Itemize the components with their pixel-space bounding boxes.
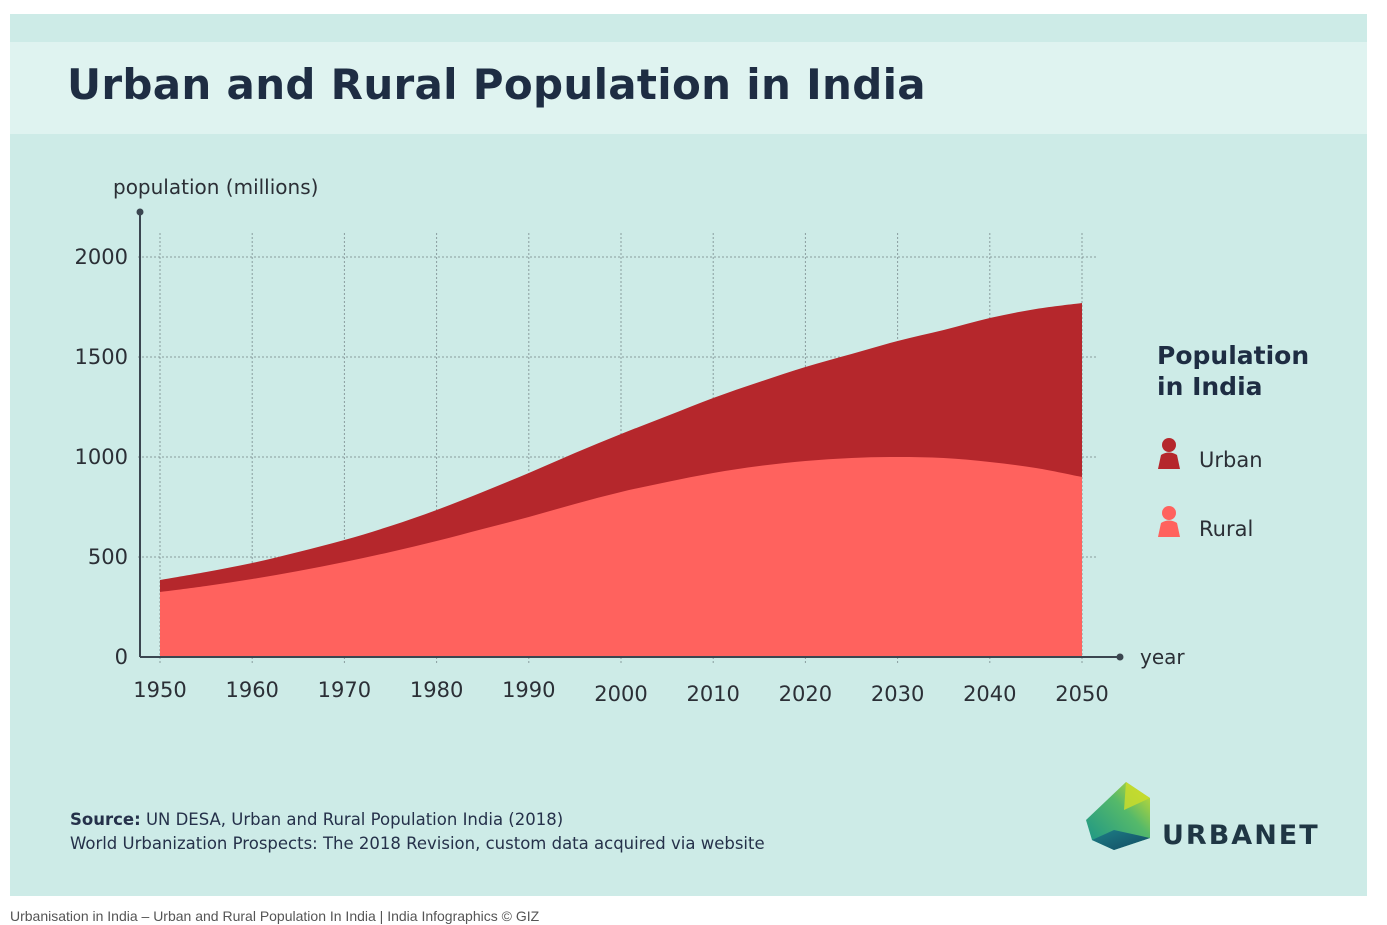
urbanet-logo-icon [1086, 782, 1150, 850]
rural-person-icon [1158, 506, 1180, 537]
x-tick-label-2000: 2000 [594, 682, 647, 706]
y-axis-end-dot [136, 208, 144, 216]
x-axis-end-dot [1116, 653, 1124, 661]
x-axis-label: year [1140, 645, 1185, 669]
x-tick-label-1950: 1950 [133, 678, 186, 702]
image-caption: Urbanisation in India – Urban and Rural … [10, 908, 540, 924]
legend-label-urban: Urban [1199, 448, 1263, 472]
source-note: Source: UN DESA, Urban and Rural Populat… [70, 808, 765, 856]
y-axis-label: population (millions) [113, 175, 318, 199]
x-tick-label-2030: 2030 [871, 682, 924, 706]
rural-area [160, 457, 1082, 657]
legend-title-line2: in India [1157, 372, 1263, 401]
infographic-card: Urban and Rural Population in India 0 500… [10, 14, 1367, 896]
legend: Population in India Urban Rural [1157, 341, 1309, 541]
source-line-2: World Urbanization Prospects: The 2018 R… [70, 834, 765, 853]
area-chart: 0 500 1000 1500 2000 1950 1960 1970 1980 1990 2000… [75, 175, 1310, 706]
legend-item-rural: Rural [1158, 506, 1253, 541]
source-text: UN DESA, Urban and Rural Population Indi… [145, 810, 564, 829]
urbanet-logo-text: URBANET [1162, 820, 1320, 851]
x-tick-label-1980: 1980 [410, 678, 463, 702]
y-tick-label-2000: 2000 [75, 245, 128, 269]
x-tick-label-2010: 2010 [686, 682, 739, 706]
title-band [10, 42, 1367, 134]
y-tick-label-0: 0 [115, 645, 128, 669]
legend-item-urban: Urban [1158, 438, 1263, 472]
x-tick-label-1970: 1970 [318, 678, 371, 702]
legend-label-rural: Rural [1199, 517, 1253, 541]
y-tick-label-1500: 1500 [75, 345, 128, 369]
x-tick-label-1990: 1990 [502, 678, 555, 702]
x-tick-label-1960: 1960 [225, 678, 278, 702]
urban-person-icon [1158, 438, 1180, 469]
axes [136, 208, 1124, 661]
x-tick-label-2040: 2040 [963, 682, 1016, 706]
areas [160, 303, 1082, 657]
tick-labels: 0 500 1000 1500 2000 1950 1960 1970 1980 1990 2000… [75, 245, 1109, 706]
y-tick-label-500: 500 [88, 545, 128, 569]
source-line-1: Source: UN DESA, Urban and Rural Populat… [70, 808, 765, 832]
x-tick-label-2050: 2050 [1055, 682, 1108, 706]
y-tick-label-1000: 1000 [75, 445, 128, 469]
x-tick-label-2020: 2020 [779, 682, 832, 706]
chart-title: Urban and Rural Population in India [67, 60, 926, 109]
source-label: Source: [70, 810, 141, 829]
legend-title-line1: Population [1157, 341, 1309, 370]
